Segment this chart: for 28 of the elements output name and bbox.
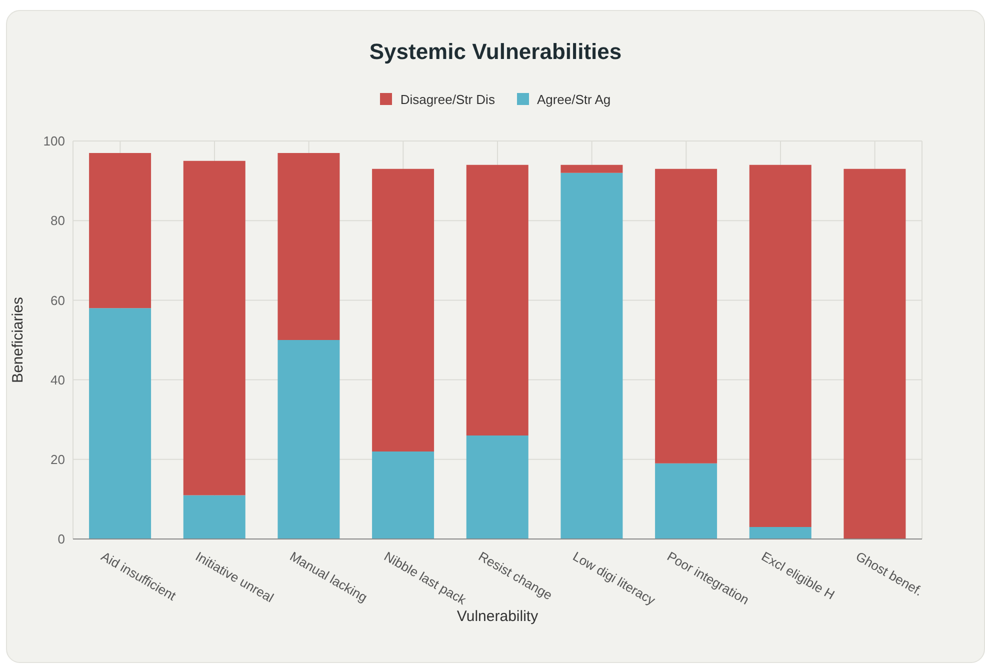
bar: [655, 463, 718, 539]
y-tick-label: 100: [43, 134, 65, 149]
bar: [278, 152, 340, 340]
y-tick-label: 60: [50, 292, 65, 308]
y-tick-label: 40: [50, 372, 65, 388]
x-axis-title: Vulnerability: [456, 608, 539, 625]
bar: [372, 451, 434, 539]
legend-label: Agree/Str Ag: [536, 92, 611, 106]
bar: [183, 495, 246, 539]
bar: [560, 172, 623, 539]
bar: [560, 164, 623, 173]
bar: [655, 168, 718, 464]
bar: [278, 340, 340, 539]
bar: [89, 308, 152, 539]
bar: [844, 168, 906, 539]
y-tick-label: 0: [58, 532, 65, 547]
bar: [89, 152, 152, 308]
bar: [372, 168, 434, 452]
y-axis-title: Beneficiaries: [9, 297, 26, 383]
bar: [183, 160, 246, 496]
bar: [466, 436, 528, 539]
bar: [466, 164, 528, 436]
bar: [749, 164, 812, 528]
legend-label: Disagree/Str Dis: [400, 92, 495, 106]
bar: [749, 527, 812, 539]
y-tick-label: 20: [50, 452, 65, 468]
chart-title: Systemic Vulnerabilities: [368, 39, 623, 66]
y-tick-label: 80: [50, 213, 65, 228]
